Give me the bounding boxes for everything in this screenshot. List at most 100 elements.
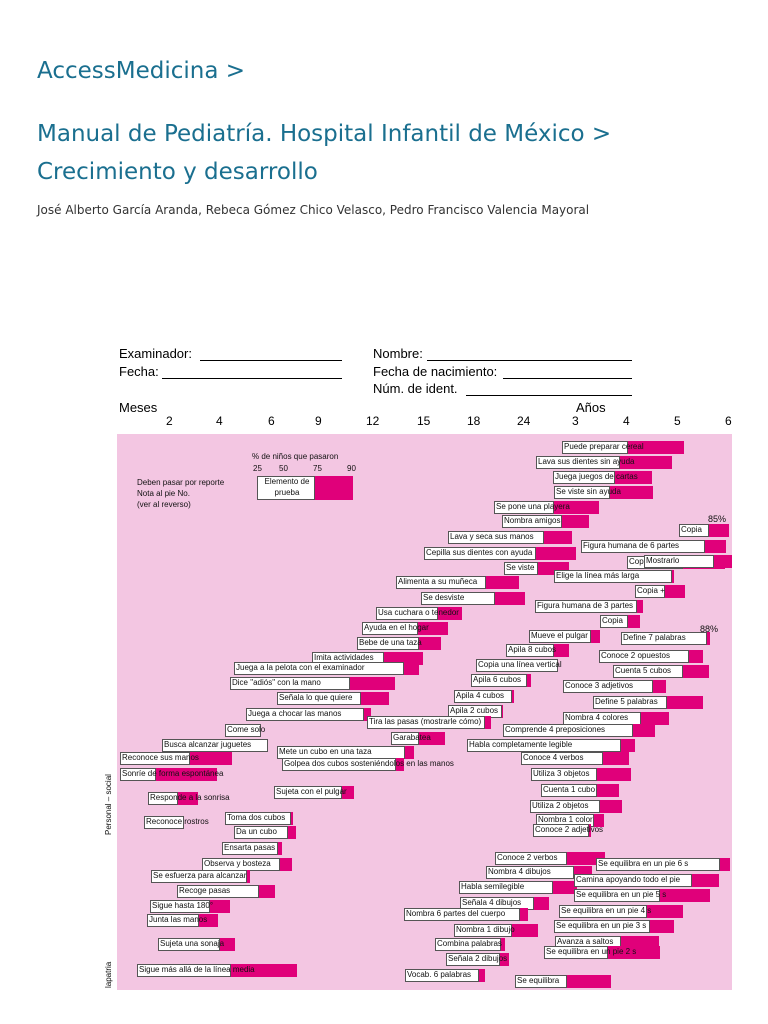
test-item-label: Conoce 2 adjetivos [535,825,604,834]
test-item-bar: Se equilibra en un pie 3 s [554,920,674,933]
test-item-label: Imita actividades [314,653,374,662]
test-item-bar: Mueve el pulgar [529,630,600,643]
test-item-label: Se equilibra en un pie 6 s [598,859,689,868]
test-item-label: Lava sus dientes sin ayuda [538,457,635,466]
test-item-label: Conoce 4 verbos [523,753,584,762]
test-item-label: Sigue hasta 180° [152,901,214,910]
test-item-label: Elige la línea más larga [556,571,640,580]
test-item-label: Junta las manos [149,915,208,924]
test-item-range [529,630,591,643]
test-item-label: Se pone una playera [496,502,570,511]
test-item-bar: Se equilibra en un pie 4 s [559,905,683,918]
test-item-range [635,585,665,598]
pct-mark-85: 85% [708,514,727,524]
test-item-label: Se equilibra en un pie 2 s [546,947,637,956]
test-item-label: Cuenta 1 cubo [543,785,596,794]
test-item-bar: Vocab. 6 palabras [405,969,485,982]
test-item-range [506,644,554,657]
age-tick-9: 4 [623,414,630,428]
age-tick-11: 6 [725,414,732,428]
test-item-bar: Conoce 4 verbos [521,752,629,765]
pct-mark-88: 88% [700,624,719,634]
test-item-range [563,680,653,693]
test-item-bar: Lava sus dientes sin ayuda [536,456,672,469]
test-item-range [613,665,683,678]
age-tick-10: 5 [674,414,681,428]
test-item-range [421,592,495,605]
test-item-bar: Usa cuchara o tenedor [376,607,462,620]
test-item-bar: Observa y bosteza [202,858,292,871]
test-item-label: Copia [681,525,702,534]
test-item-label: Se viste [506,563,535,572]
test-item-bar: Dice "adiós" con la mano [230,677,395,690]
test-item-bar: Copia [679,524,729,537]
test-item-range [574,874,692,887]
test-item-range [471,674,527,687]
test-item-label: Habla semilegible [461,882,525,891]
test-item-label: Cepilla sus dientes con ayuda [426,548,533,557]
test-item-label: Nombra 1 dibujo [456,925,515,934]
test-item-range [435,938,501,951]
test-item-bar: Se viste sin ayuda [554,486,653,499]
test-item-label: Señala 4 dibujos [462,898,522,907]
test-item-bar: Copia una línea vertical [476,659,562,672]
test-item-range [554,920,650,933]
denver-chart: % de niños que pasaron 25 50 75 90 Deben… [117,434,732,990]
test-item-range [446,953,500,966]
test-item-range [494,501,554,514]
test-item-label: Golpea dos cubos sosteniéndolos en las m… [284,759,454,768]
test-item-range [230,677,350,690]
meses-label: Meses [119,400,158,415]
test-item-bar: Figura humana de 3 partes [535,600,643,613]
test-item-label: Reconoce sus manos [122,753,199,762]
test-item-label: Señala lo que quiere [279,693,353,702]
test-item-bar: Mete un cubo en una taza [277,746,414,759]
test-item-bar: Responde a la sonrisa [148,792,230,805]
test-item-range [222,842,278,855]
test-item-range [621,632,707,645]
test-item-label: Dice "adiós" con la mano [232,678,321,687]
age-tick-0: 2 [166,414,173,428]
test-item-range [544,946,608,959]
test-item-range [362,622,418,635]
breadcrumb[interactable]: AccessMedicina > [37,58,246,84]
test-item-label: Señala 2 dibujos [448,954,508,963]
test-item-range [158,938,220,951]
test-item-range [405,969,479,982]
test-item-label: Se equilibra en un pie 5 s [576,890,667,899]
test-item-bar: Sujeta una sonaja [158,938,235,951]
test-item-bar: Cuenta 5 cubos [613,665,709,678]
test-item-label: Combina palabras [437,939,502,948]
test-item-bar: Cepilla sus dientes con ayuda [424,547,576,560]
test-item-bar: Habla semilegible [459,881,577,894]
test-item-label: Se esfuerza para alcanzar [153,871,247,880]
test-item-bar: Se equilibra en un pie 5 s [574,889,710,902]
test-item-label: Se desviste [423,593,465,602]
test-item-bar: Combina palabras [435,938,505,951]
test-item-label: Da un cubo [236,827,277,836]
test-item-label: Toma dos cubos [227,813,286,822]
test-item-bar: Lava y seca sus manos [448,531,572,544]
test-item-label: Juega a chocar las manos [248,709,342,718]
test-item-bar: Se equilibra en un pie 6 s [596,858,730,871]
page-title: Manual de Pediatría. Hospital Infantil d… [37,121,612,185]
test-item-bar: Se equilibra en un pie 2 s [544,946,660,959]
test-item-bar: Garabatea [391,732,445,745]
test-item-bar: Nombra 4 dibujos [486,866,592,879]
test-item-range [553,471,615,484]
test-item-range [151,870,247,883]
test-item-range [120,752,190,765]
test-item-bar: Conoce 2 verbos [495,852,605,865]
test-item-label: Define 5 palabras [595,697,658,706]
legend-pct-title: % de niños que pasaron [252,452,339,461]
test-item-bar: Sigue hasta 180° [150,900,230,913]
test-item-bar: Cuenta 1 cubo [541,784,619,797]
test-item-bar: Nombra 1 dibujo [454,924,538,937]
test-item-bar: Busca alcanzar juguetes [162,739,268,752]
test-item-label: Come solo [227,725,266,734]
test-item-range [234,662,404,675]
test-item-label: Sonríe de forma espontánea [122,769,224,778]
test-item-label: Copia [602,616,623,625]
test-item-range [148,792,178,805]
test-item-range [144,816,184,829]
